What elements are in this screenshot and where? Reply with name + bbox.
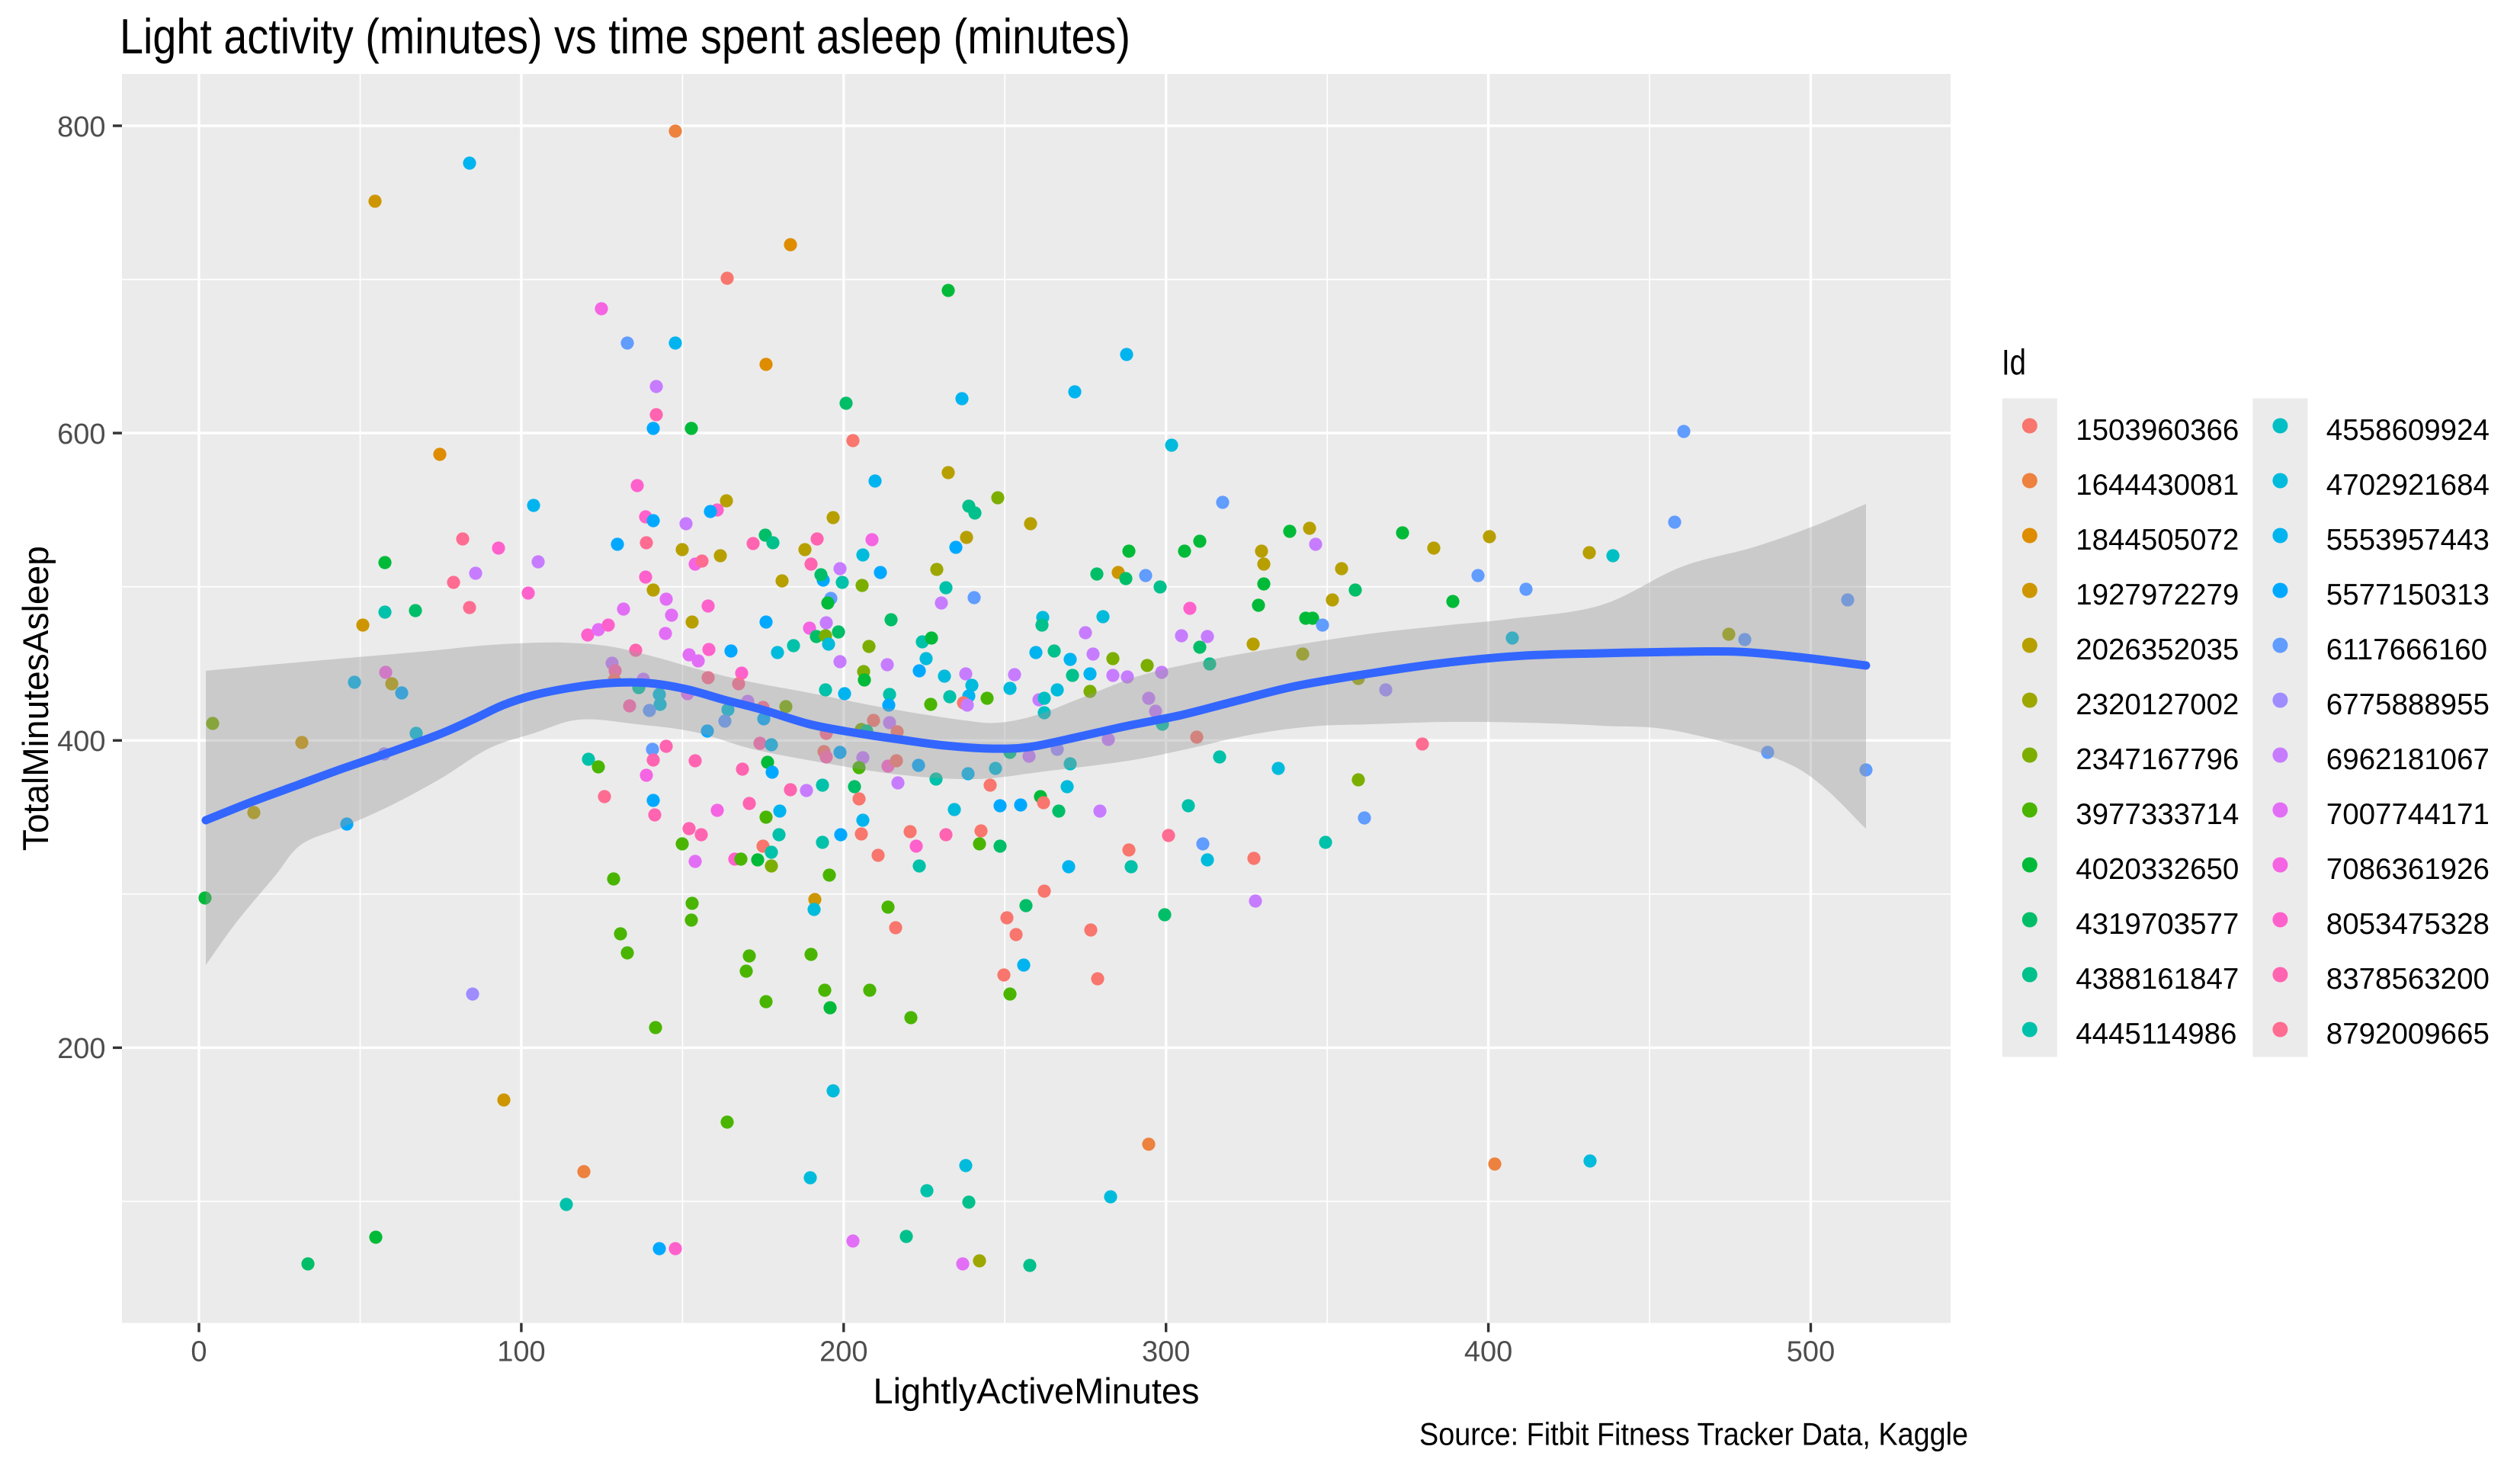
svg-text:2320127002: 2320127002	[2076, 688, 2239, 721]
svg-text:5577150313: 5577150313	[2326, 579, 2490, 611]
svg-text:1844505072: 1844505072	[2076, 524, 2239, 556]
svg-text:7086361926: 7086361926	[2326, 853, 2490, 886]
svg-text:7007744171: 7007744171	[2326, 798, 2490, 831]
svg-text:500: 500	[1787, 1336, 1835, 1368]
svg-text:100: 100	[497, 1336, 545, 1368]
svg-text:6962181067: 6962181067	[2326, 743, 2490, 776]
svg-text:600: 600	[57, 419, 105, 451]
svg-text:4558609924: 4558609924	[2326, 414, 2490, 447]
svg-text:400: 400	[1464, 1336, 1512, 1368]
svg-text:200: 200	[819, 1336, 867, 1368]
svg-text:LightlyActiveMinutes: LightlyActiveMinutes	[874, 1371, 1200, 1411]
svg-text:1927972279: 1927972279	[2076, 579, 2239, 611]
svg-text:8792009665: 8792009665	[2326, 1018, 2490, 1050]
svg-text:Light activity (minutes) vs ti: Light activity (minutes) vs time spent a…	[120, 8, 1130, 64]
svg-text:200: 200	[57, 1033, 105, 1065]
svg-text:400: 400	[57, 726, 105, 758]
svg-text:5553957443: 5553957443	[2326, 524, 2490, 556]
svg-text:Source: Fitbit Fitness Tracker: Source: Fitbit Fitness Tracker Data, Kag…	[1419, 1416, 1968, 1452]
svg-text:300: 300	[1142, 1336, 1190, 1368]
svg-text:4445114986: 4445114986	[2076, 1018, 2236, 1050]
svg-text:2026352035: 2026352035	[2076, 633, 2239, 666]
svg-text:6775888955: 6775888955	[2326, 688, 2490, 721]
svg-text:4319703577: 4319703577	[2076, 908, 2239, 941]
svg-text:8053475328: 8053475328	[2326, 908, 2490, 941]
svg-text:800: 800	[57, 111, 105, 143]
svg-text:1644430081: 1644430081	[2076, 469, 2239, 502]
svg-text:6117666160: 6117666160	[2326, 633, 2487, 666]
svg-text:1503960366: 1503960366	[2076, 414, 2239, 447]
svg-text:4702921684: 4702921684	[2326, 469, 2490, 502]
svg-text:2347167796: 2347167796	[2076, 743, 2239, 776]
svg-text:4020332650: 4020332650	[2076, 853, 2239, 886]
svg-text:TotalMinutesAsleep: TotalMinutesAsleep	[15, 546, 56, 851]
svg-text:0: 0	[191, 1336, 207, 1368]
svg-text:Id: Id	[2002, 342, 2026, 383]
svg-text:3977333714: 3977333714	[2076, 798, 2239, 831]
svg-text:4388161847: 4388161847	[2076, 963, 2239, 996]
svg-text:8378563200: 8378563200	[2326, 963, 2490, 996]
